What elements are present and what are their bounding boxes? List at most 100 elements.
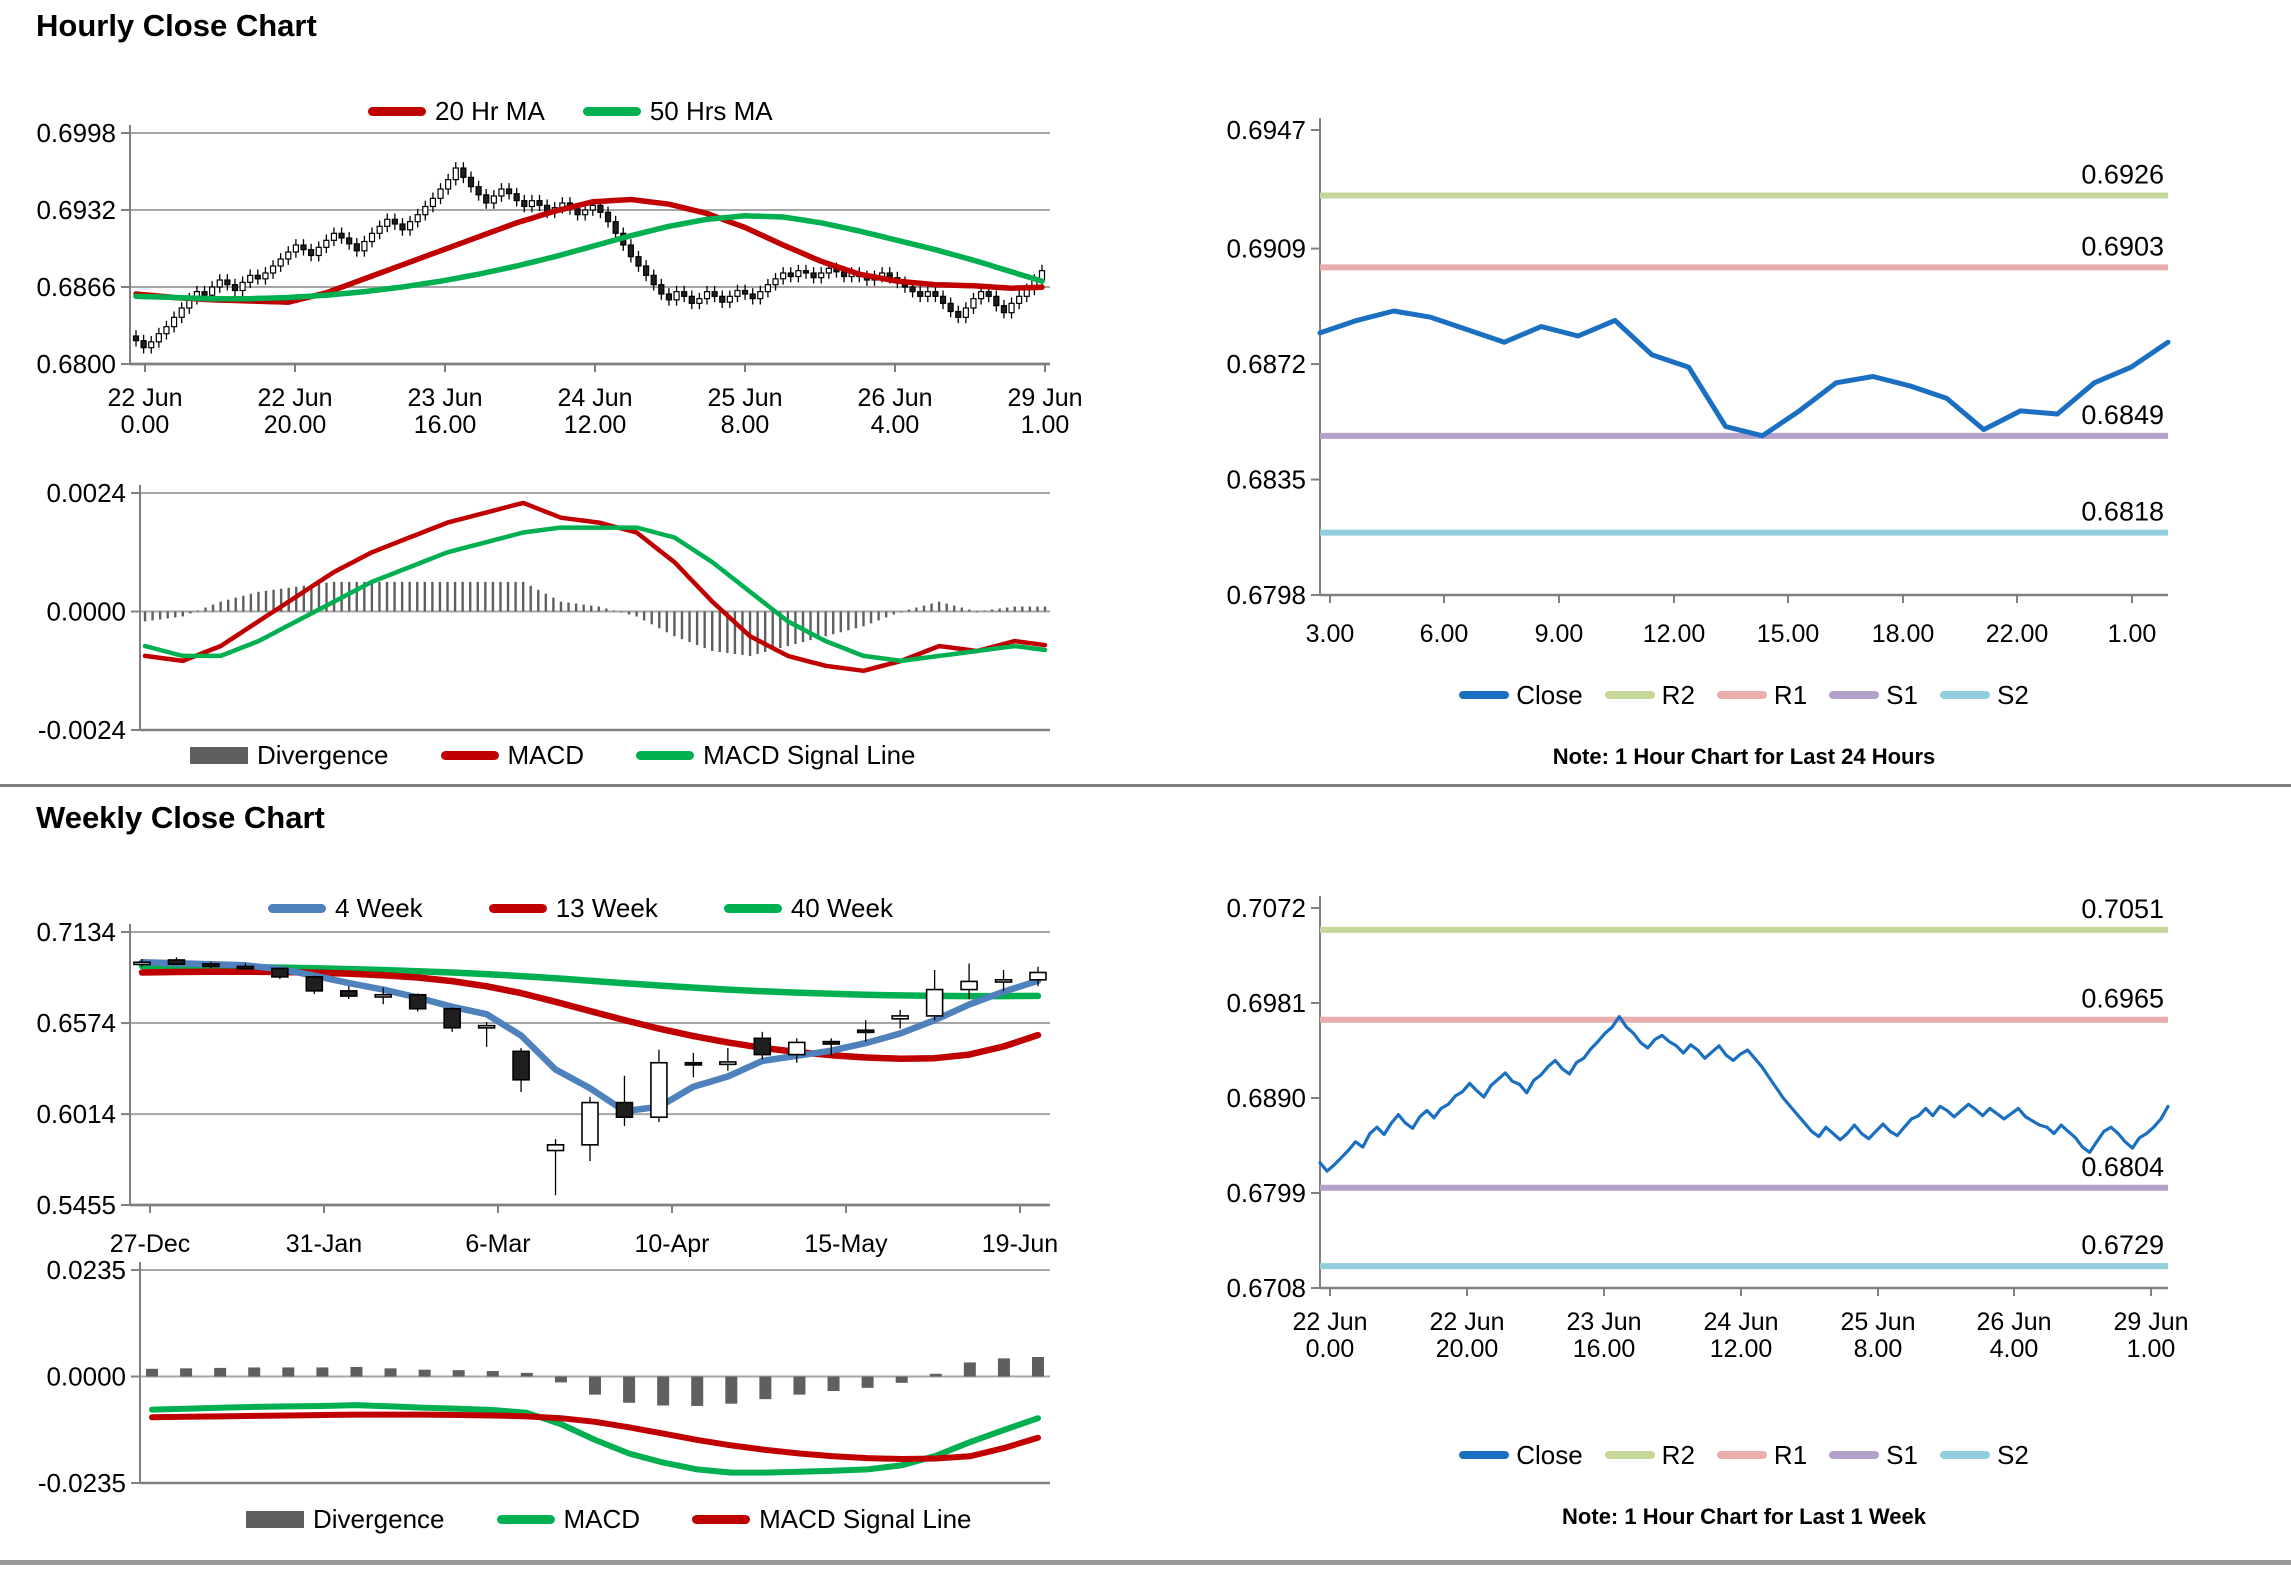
- x-tick-label: 26 Jun: [1976, 1308, 2051, 1336]
- candle-body: [338, 232, 345, 239]
- candle-body: [308, 249, 315, 257]
- divergence-bar: [915, 607, 918, 612]
- candle-body: [467, 176, 475, 188]
- legend-item: 50 Hrs MA: [582, 98, 773, 124]
- divergence-bar: [264, 590, 268, 612]
- candle-body: [947, 302, 954, 313]
- candle-body: [643, 265, 650, 276]
- divergence-bar: [537, 589, 540, 612]
- divergence-bar: [453, 581, 457, 612]
- candle-body: [498, 188, 505, 197]
- candle-body: [840, 271, 848, 278]
- divergence-bar: [975, 611, 979, 613]
- divergence-bar: [623, 1376, 636, 1403]
- divergence-bar: [370, 581, 374, 612]
- y-tick-label: 0.0024: [46, 478, 126, 508]
- candle-body: [787, 272, 794, 278]
- divergence-bar: [400, 581, 404, 612]
- y-tick-label: 0.6798: [1226, 580, 1306, 610]
- candle-body: [802, 270, 810, 274]
- candle-body: [201, 291, 208, 296]
- x-tick-label: 20.00: [264, 411, 327, 439]
- x-tick-label: 25 Jun: [707, 384, 782, 412]
- candle-body: [361, 240, 368, 252]
- x-tick-label: 1.00: [2108, 620, 2157, 648]
- candle-body: [719, 1061, 737, 1066]
- candle-body: [924, 291, 931, 297]
- divergence-bar: [204, 607, 207, 612]
- divergence-bar: [302, 585, 306, 612]
- divergence-bar: [711, 611, 714, 651]
- macd-line: [149, 1402, 1041, 1476]
- divergence-bar: [892, 611, 895, 615]
- candle-body: [445, 179, 452, 190]
- legend-swatch-r2: [1604, 1451, 1655, 1459]
- legend-item: 13 Week: [488, 895, 658, 921]
- divergence-bar: [350, 1366, 363, 1377]
- divergence-bar: [521, 581, 525, 612]
- divergence-bar: [907, 609, 911, 612]
- legend-label: MACD Signal Line: [759, 1504, 972, 1534]
- macd-signal-line: [149, 1411, 1041, 1462]
- candle-body: [437, 188, 444, 199]
- legend-label: 4 Week: [335, 893, 423, 923]
- legend-label: S2: [1996, 680, 2029, 710]
- close-line: [1317, 308, 2171, 439]
- legend-swatch-s1: [1829, 1451, 1880, 1459]
- divergence-bar: [960, 607, 964, 612]
- candle-body: [406, 221, 414, 231]
- divergence-bar: [589, 1376, 601, 1395]
- candle-body: [665, 293, 673, 301]
- x-tick-label: 15-May: [804, 1230, 888, 1258]
- legend-label: Divergence: [257, 740, 389, 770]
- x-tick-label: 8.00: [721, 411, 770, 439]
- level-label-R1: 0.6903: [2081, 231, 2164, 261]
- candle-body: [753, 1037, 772, 1056]
- candle-body: [684, 1061, 703, 1066]
- divergence-bar: [158, 611, 162, 620]
- candle-body: [236, 965, 255, 970]
- candle-body: [703, 291, 711, 300]
- legend-swatch-s2: [1939, 691, 1990, 699]
- candle-body: [262, 272, 269, 280]
- candle-body: [612, 221, 619, 234]
- divergence-bar: [688, 611, 691, 643]
- candle-body: [581, 1101, 599, 1146]
- legend-label: Divergence: [313, 1504, 445, 1534]
- x-tick-label: 0.00: [121, 411, 170, 439]
- candle-body: [650, 274, 657, 286]
- candle-body: [391, 218, 398, 225]
- legend-item: R2: [1604, 1442, 1695, 1468]
- legend-item: R1: [1716, 682, 1807, 708]
- legend-swatch-divergence: [246, 1510, 304, 1528]
- candle-body: [490, 195, 497, 204]
- divergence-bar: [461, 581, 464, 612]
- candle-body: [856, 1029, 875, 1034]
- divergence-bar: [691, 1376, 704, 1406]
- legend-label: S1: [1886, 680, 1918, 710]
- candle-body: [960, 980, 978, 991]
- divergence-bar: [146, 1368, 158, 1377]
- candle-body: [764, 284, 772, 293]
- y-tick-label: 0.5455: [36, 1190, 116, 1220]
- divergence-bar: [612, 610, 616, 612]
- divergence-bar: [226, 599, 230, 612]
- candle-body: [443, 1007, 461, 1029]
- x-tick-label: 22 Jun: [257, 384, 332, 412]
- divergence-bar: [884, 611, 888, 618]
- x-tick-label: 10-Apr: [634, 1230, 709, 1258]
- divergence-bar: [567, 602, 570, 612]
- candle-body: [483, 194, 490, 204]
- divergence-bar: [143, 611, 147, 622]
- candle-body: [452, 167, 459, 181]
- legend-item: S1: [1829, 682, 1918, 708]
- divergence-bar: [1028, 606, 1032, 612]
- x-tick-label: 20.00: [1436, 1335, 1499, 1363]
- y-tick-label: 0.6835: [1226, 465, 1306, 495]
- legend-label: S1: [1886, 1440, 1918, 1470]
- candle-body: [254, 274, 261, 280]
- divergence-bar: [861, 1376, 874, 1388]
- candle-body: [658, 284, 665, 295]
- candle-body: [330, 232, 338, 241]
